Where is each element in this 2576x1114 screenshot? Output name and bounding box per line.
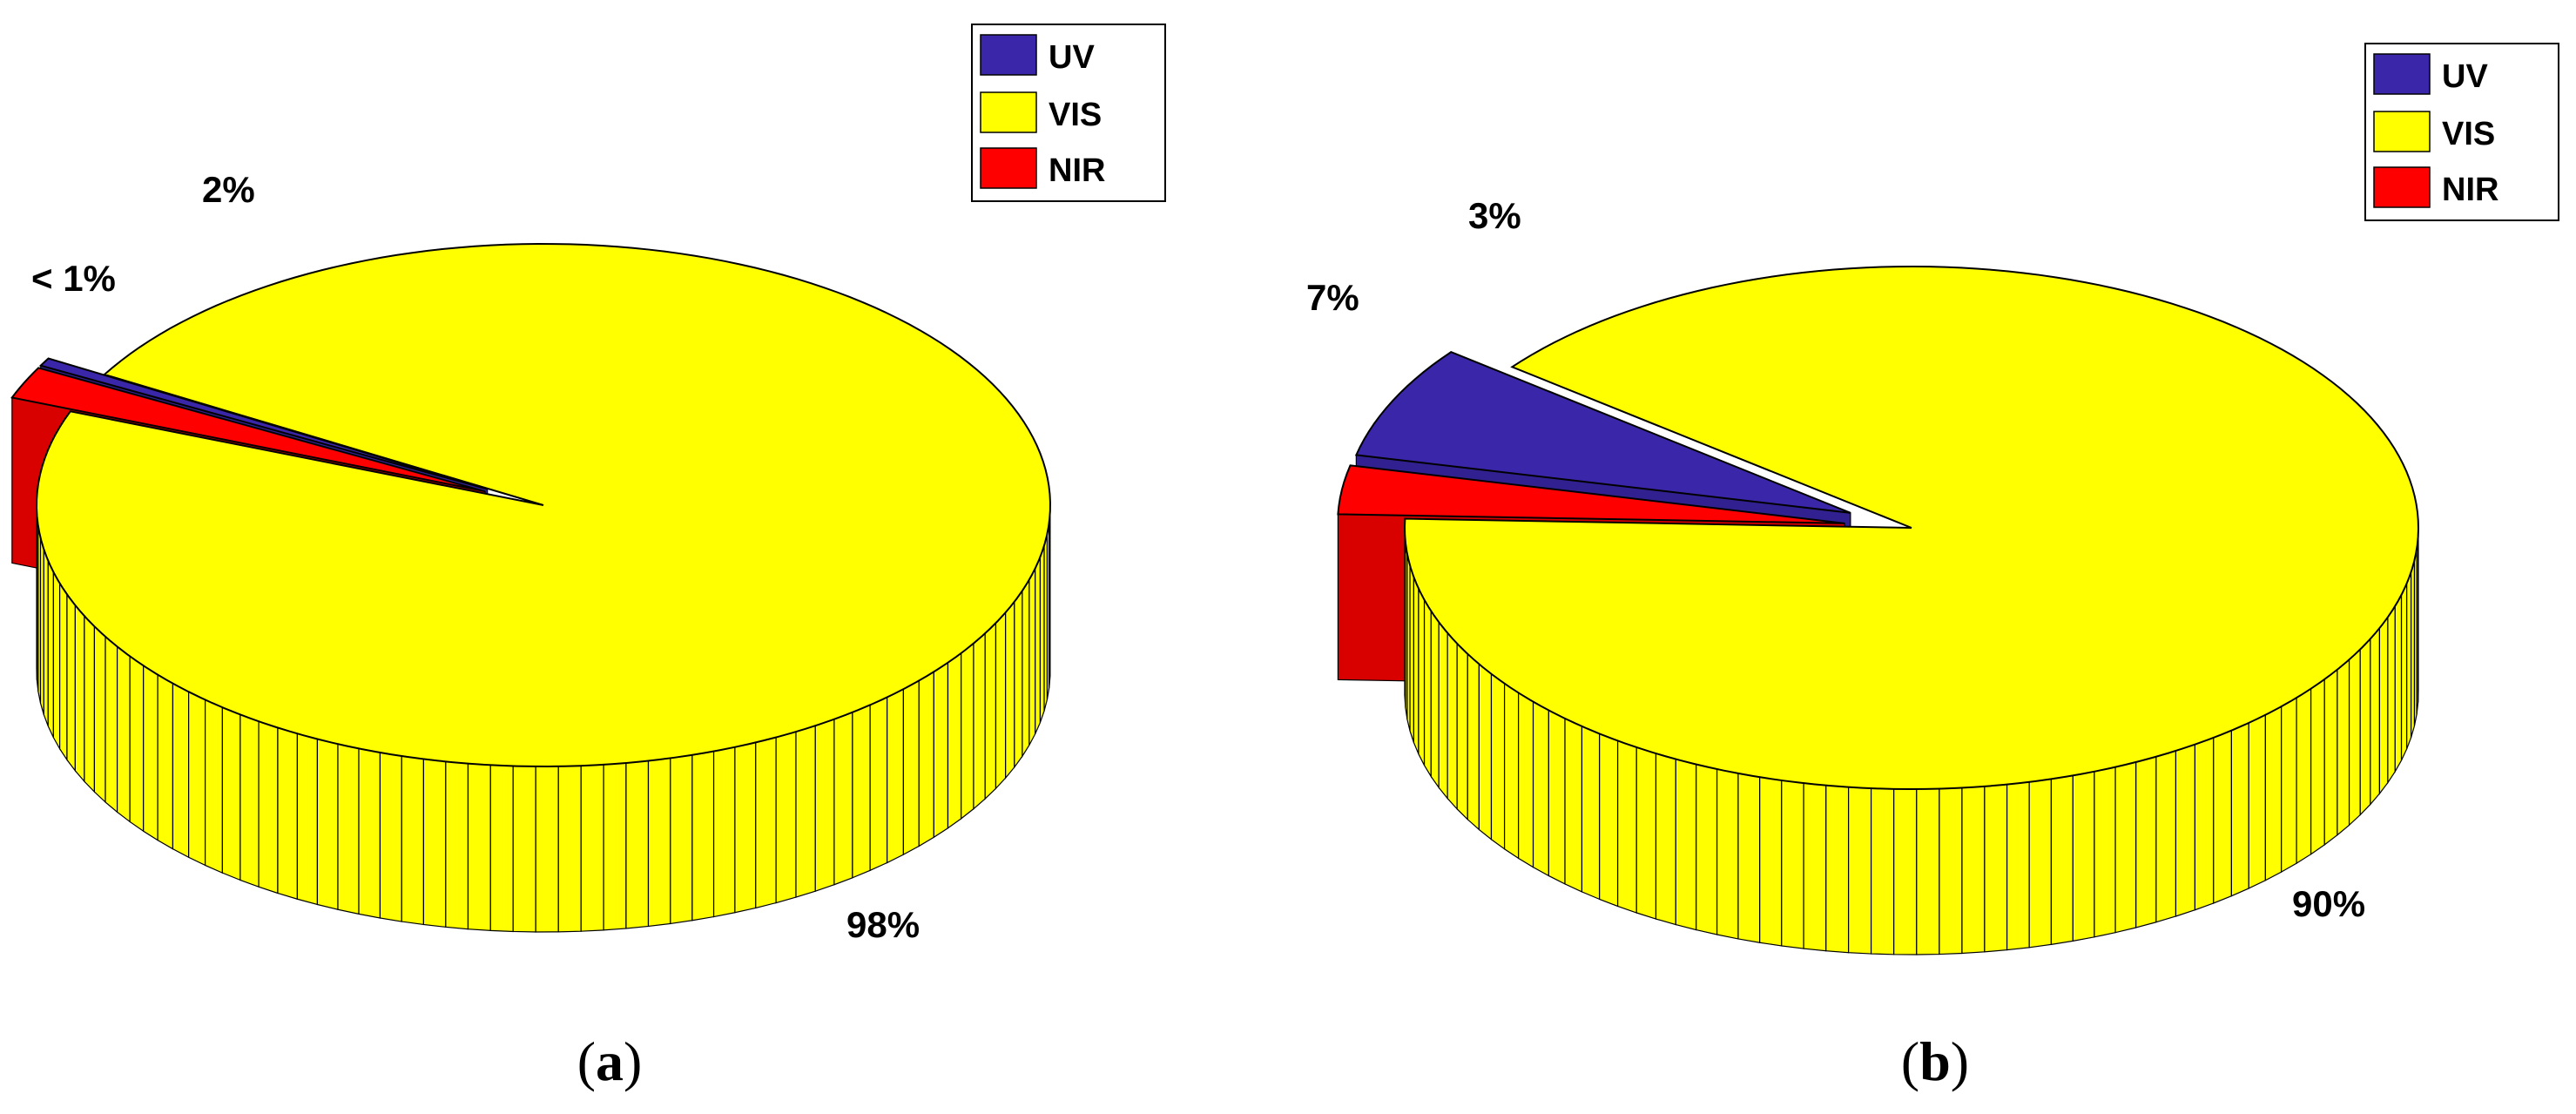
legend-swatch-nir-b — [2373, 166, 2431, 208]
legend-label-uv-b: UV — [2442, 58, 2488, 95]
pie-slice-nir — [1337, 464, 1845, 524]
legend-swatch-vis-a — [980, 91, 1037, 133]
legend-label-nir-a: NIR — [1049, 152, 1105, 189]
panel-b: UV VIS NIR 7% 3% 90% (b) — [1306, 43, 2559, 1092]
legend-label-vis-b: VIS — [2442, 116, 2495, 152]
legend-swatch-uv-a — [980, 34, 1037, 76]
panel-caption-a: (a) — [577, 1030, 643, 1092]
slice-label-vis-a: 98% — [846, 904, 920, 945]
legend-a: UV VIS NIR — [971, 24, 1166, 202]
pie-slice-uv — [1354, 351, 1851, 514]
legend-swatch-vis-b — [2373, 111, 2431, 152]
pie-slice-vis — [1403, 266, 2420, 790]
pie-slice-uv — [38, 357, 488, 490]
legend-label-nir-b: NIR — [2442, 172, 2498, 208]
slice-label-nir-a: 2% — [202, 169, 255, 210]
pie-slice-vis — [36, 243, 1051, 767]
slice-label-vis-b: 90% — [2292, 883, 2365, 924]
slice-label-uv-b: 7% — [1306, 277, 1359, 318]
legend-label-vis-a: VIS — [1049, 97, 1102, 133]
legend-b: UV VIS NIR — [2364, 43, 2559, 221]
slice-label-nir-b: 3% — [1468, 195, 1521, 236]
pie-slice-nir — [10, 367, 486, 493]
pie-chart-b — [1337, 266, 2420, 955]
pie-chart-a — [10, 243, 1051, 933]
legend-swatch-nir-a — [980, 147, 1037, 189]
legend-swatch-uv-b — [2373, 53, 2431, 95]
panel-a: UV VIS NIR < 1% 2% 98% (a) — [10, 24, 1166, 1092]
panel-caption-b: (b) — [1901, 1030, 1969, 1092]
legend-label-uv-a: UV — [1049, 39, 1095, 76]
slice-label-uv-a: < 1% — [31, 258, 116, 299]
pie-wall-vis — [1404, 518, 2419, 955]
